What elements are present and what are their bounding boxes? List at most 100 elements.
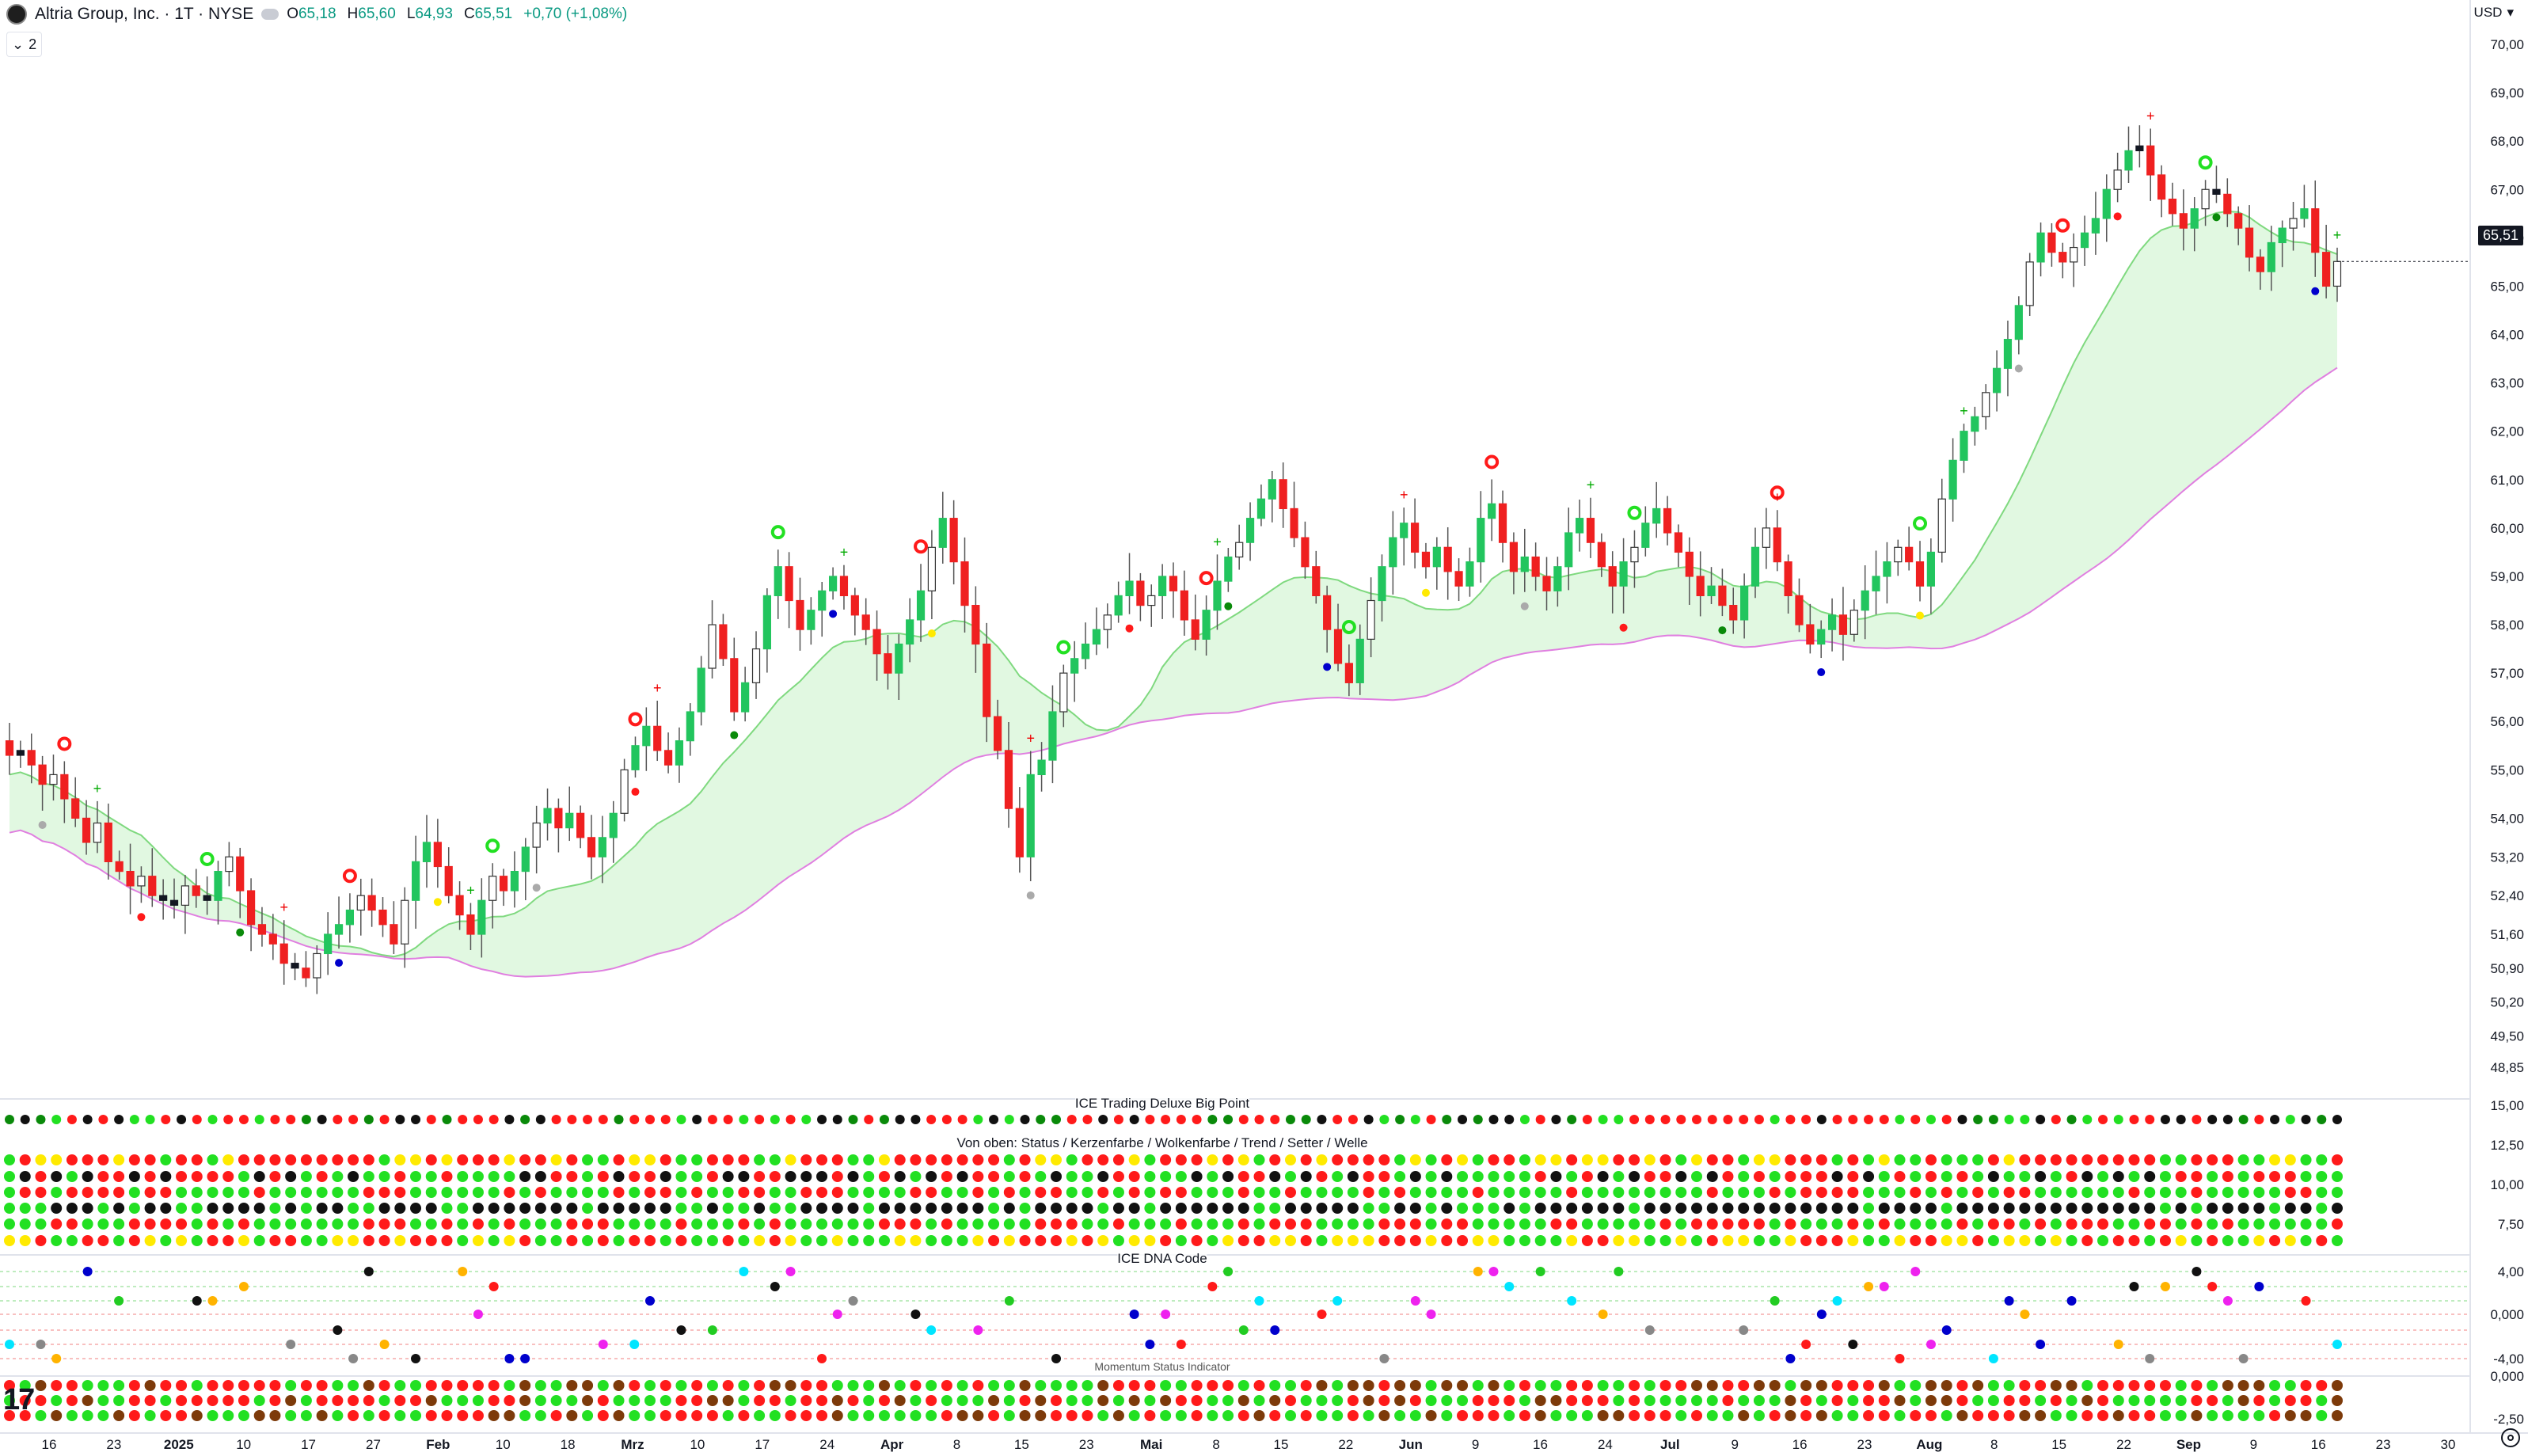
momentum-dot	[348, 1395, 359, 1406]
price-candle	[1861, 590, 1869, 611]
ice-status-dot	[1112, 1203, 1124, 1214]
ice-status-dot	[2284, 1154, 2296, 1165]
ice-status-dot	[51, 1218, 63, 1230]
bigpoint-dot	[676, 1115, 686, 1124]
ice-status-dot	[1112, 1187, 1124, 1198]
momentum-dot	[348, 1410, 359, 1421]
ice-status-dot	[394, 1154, 406, 1165]
ice-status-dot	[2237, 1187, 2249, 1198]
ice-status-dot	[550, 1218, 562, 1230]
price-candle	[587, 837, 596, 857]
ice-status-dot	[1753, 1154, 1765, 1165]
price-candle	[1158, 576, 1167, 596]
momentum-dot	[878, 1380, 890, 1391]
ice-status-dot	[1003, 1187, 1015, 1198]
ice-status-dot	[1925, 1235, 1937, 1246]
bigpoint-dot	[1301, 1115, 1311, 1124]
ice-status-dot	[160, 1171, 172, 1182]
ice-status-dot	[1051, 1187, 1063, 1198]
ice-status-dot	[82, 1187, 93, 1198]
ice-status-dot	[1629, 1154, 1640, 1165]
ice-status-dot	[863, 1154, 875, 1165]
momentum-dot	[1769, 1380, 1781, 1391]
ice-status-dot	[894, 1171, 906, 1182]
ice-status-dot	[1581, 1218, 1593, 1230]
momentum-dot	[1987, 1380, 1999, 1391]
bigpoint-dot	[2066, 1115, 2077, 1124]
ice-status-dot	[1706, 1218, 1718, 1230]
bigpoint-dot	[1676, 1115, 1686, 1124]
price-candle	[1125, 580, 1134, 596]
bigpoint-dot	[2113, 1115, 2123, 1124]
ice-status-dot	[128, 1154, 140, 1165]
ice-status-dot	[1082, 1218, 1093, 1230]
ice-status-dot	[816, 1171, 828, 1182]
ice-status-dot	[1550, 1154, 1562, 1165]
currency-selector[interactable]: USD ▾	[2474, 5, 2514, 21]
ice-status-dot	[1659, 1187, 1671, 1198]
ice-status-dot	[66, 1203, 78, 1214]
ice-status-dot	[269, 1187, 281, 1198]
ice-status-dot	[738, 1218, 750, 1230]
ice-status-dot	[1472, 1154, 1484, 1165]
bigpoint-dot	[1020, 1115, 1030, 1124]
ice-status-dot	[1175, 1187, 1187, 1198]
tradingview-logo-icon[interactable]: 17	[3, 1383, 35, 1416]
ice-status-dot	[1237, 1235, 1249, 1246]
bigpoint-dot	[395, 1115, 405, 1124]
ice-status-dot	[472, 1187, 484, 1198]
bigpoint-dot	[1910, 1115, 1921, 1124]
ice-status-dot	[4, 1187, 15, 1198]
ice-status-dot	[441, 1171, 453, 1182]
ice-status-dot	[1800, 1154, 1812, 1165]
ice-status-dot	[238, 1235, 249, 1246]
momentum-dot	[1831, 1410, 1843, 1421]
price-candle	[1992, 367, 2001, 393]
ice-status-dot	[1160, 1235, 1172, 1246]
momentum-dot	[1409, 1410, 1421, 1421]
ice-status-dot	[1066, 1171, 1078, 1182]
bigpoint-dot	[145, 1115, 155, 1124]
ice-status-dot	[894, 1235, 906, 1246]
ice-status-dot	[1659, 1218, 1671, 1230]
settings-icon[interactable]	[2501, 1428, 2520, 1447]
ice-status-dot	[316, 1187, 328, 1198]
bigpoint-dot	[1348, 1115, 1358, 1124]
dna-dot	[488, 1282, 499, 1291]
ice-status-dot	[722, 1154, 734, 1165]
momentum-dot	[222, 1410, 234, 1421]
market-status-icon[interactable]	[261, 9, 279, 20]
ice-status-dot	[222, 1235, 234, 1246]
ice-status-dot	[894, 1187, 906, 1198]
ice-status-dot	[332, 1203, 344, 1214]
price-candle	[2322, 252, 2331, 287]
symbol-title[interactable]: Altria Group, Inc. · 1T · NYSE	[35, 5, 254, 23]
ice-status-dot	[4, 1203, 15, 1214]
ice-status-dot	[926, 1218, 937, 1230]
ice-status-dot	[1347, 1235, 1359, 1246]
ice-status-dot	[1003, 1171, 1015, 1182]
momentum-dot	[519, 1410, 531, 1421]
momentum-dot	[1269, 1395, 1281, 1406]
momentum-dot	[566, 1395, 578, 1406]
dna-dot	[1864, 1282, 1874, 1291]
ice-status-dot	[410, 1187, 422, 1198]
ice-status-dot	[2144, 1187, 2156, 1198]
price-candle	[390, 924, 398, 945]
ice-status-dot	[1644, 1187, 1656, 1198]
ice-status-dot	[1316, 1218, 1328, 1230]
price-candle	[1586, 518, 1595, 543]
ice-status-dot	[1785, 1218, 1796, 1230]
ice-status-dot	[1941, 1154, 1952, 1165]
ice-status-dot	[1863, 1235, 1875, 1246]
price-candle	[1301, 537, 1310, 568]
ice-status-dot	[1941, 1218, 1952, 1230]
indicator-legend-toggle[interactable]: ⌄ 2	[6, 32, 43, 57]
dna-dot	[1614, 1267, 1624, 1276]
momentum-dot	[97, 1380, 109, 1391]
ice-status-dot	[425, 1235, 437, 1246]
ice-status-dot	[2175, 1171, 2187, 1182]
price-candle	[356, 895, 365, 911]
